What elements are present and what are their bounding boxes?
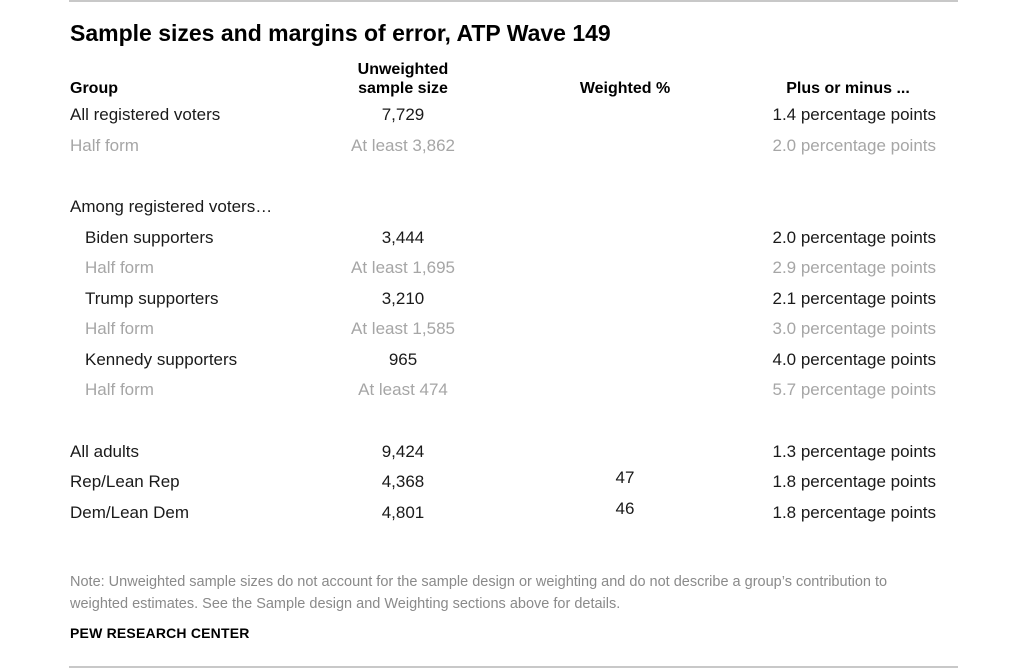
row-label: Rep/Lean Rep xyxy=(70,472,180,491)
row-unweighted: 7,729 xyxy=(381,105,425,124)
row-label: Half form xyxy=(85,319,154,338)
table-row: Trump supporters 3,210 2.1 percentage po… xyxy=(0,287,1023,311)
row-label: Kennedy supporters xyxy=(85,350,238,369)
table-row: Rep/Lean Rep 4,368 47 1.8 percentage poi… xyxy=(0,468,1023,494)
row-moe: 2.9 percentage points xyxy=(772,258,936,277)
header-group: Group xyxy=(70,80,118,97)
table-row: Half form At least 3,862 2.0 percentage … xyxy=(0,134,1023,158)
row-unweighted: At least 1,585 xyxy=(351,319,455,338)
row-label: All adults xyxy=(70,442,139,461)
table-row: Kennedy supporters 965 4.0 percentage po… xyxy=(0,348,1023,372)
row-label: Dem/Lean Dem xyxy=(70,503,190,522)
row-unweighted: 9,424 xyxy=(381,442,425,461)
row-unweighted: 3,210 xyxy=(381,289,425,308)
source-credit: PEW RESEARCH CENTER xyxy=(70,625,250,641)
header-unweighted-line1: Unweighted xyxy=(357,61,449,78)
row-moe: 2.1 percentage points xyxy=(772,289,936,308)
row-unweighted: At least 474 xyxy=(358,380,448,399)
table-row: All adults 9,424 1.3 percentage points xyxy=(0,440,1023,464)
top-divider xyxy=(69,0,958,2)
section-heading: Among registered voters… xyxy=(70,197,273,216)
row-moe: 2.0 percentage points xyxy=(772,228,936,247)
row-unweighted: At least 1,695 xyxy=(351,258,455,277)
row-label: Biden supporters xyxy=(85,228,214,247)
row-moe: 1.8 percentage points xyxy=(772,472,936,491)
row-unweighted: 4,801 xyxy=(381,503,425,522)
row-weighted: 46 xyxy=(615,499,635,518)
row-label: Half form xyxy=(85,258,154,277)
row-moe: 1.8 percentage points xyxy=(772,503,936,522)
table-title: Sample sizes and margins of error, ATP W… xyxy=(70,20,611,46)
table-row: Biden supporters 3,444 2.0 percentage po… xyxy=(0,226,1023,250)
section-heading-row: Among registered voters… xyxy=(0,195,1023,219)
row-moe: 1.4 percentage points xyxy=(772,105,936,124)
row-label: Half form xyxy=(85,380,154,399)
row-label: Trump supporters xyxy=(85,289,219,308)
header-weighted: Weighted % xyxy=(579,80,671,97)
row-label: Half form xyxy=(70,136,139,155)
row-unweighted: 3,444 xyxy=(381,228,425,247)
row-label: All registered voters xyxy=(70,105,221,124)
row-unweighted: At least 3,862 xyxy=(351,136,455,155)
row-moe: 4.0 percentage points xyxy=(772,350,936,369)
row-moe: 3.0 percentage points xyxy=(772,319,936,338)
row-weighted: 47 xyxy=(615,468,635,487)
bottom-divider xyxy=(69,666,958,668)
row-moe: 5.7 percentage points xyxy=(772,380,936,399)
header-unweighted-line2: sample size xyxy=(358,80,448,97)
table-row: Half form At least 1,695 2.9 percentage … xyxy=(0,256,1023,280)
header-unweighted: Unweighted sample size xyxy=(340,60,466,98)
table-row: All registered voters 7,729 1.4 percenta… xyxy=(0,103,1023,127)
header-plus-minus: Plus or minus ... xyxy=(786,80,910,97)
row-unweighted: 965 xyxy=(388,350,418,369)
table-note: Note: Unweighted sample sizes do not acc… xyxy=(70,574,888,612)
row-moe: 2.0 percentage points xyxy=(772,136,936,155)
table-row: Half form At least 474 5.7 percentage po… xyxy=(0,378,1023,402)
table-row: Dem/Lean Dem 4,801 46 1.8 percentage poi… xyxy=(0,499,1023,525)
table-row: Half form At least 1,585 3.0 percentage … xyxy=(0,317,1023,341)
row-unweighted: 4,368 xyxy=(381,472,425,491)
row-moe: 1.3 percentage points xyxy=(772,442,936,461)
